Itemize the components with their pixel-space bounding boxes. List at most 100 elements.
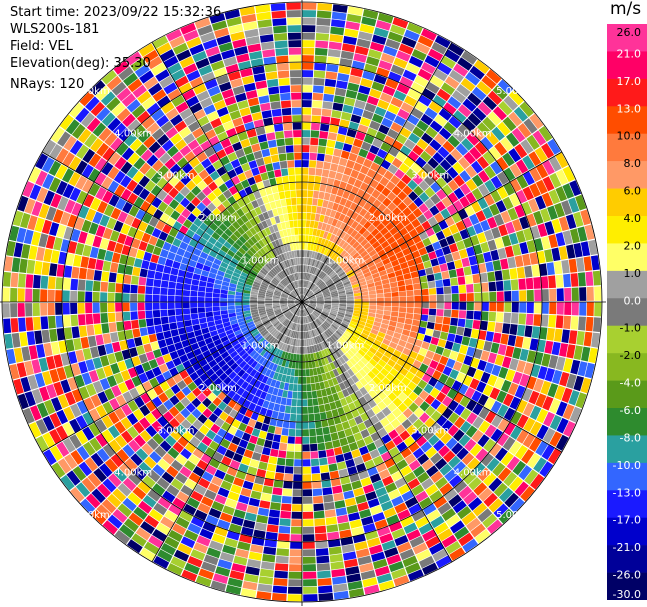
velocity-gate (115, 302, 123, 312)
velocity-gate (235, 250, 244, 258)
velocity-gate (573, 375, 584, 392)
velocity-gate (426, 274, 435, 282)
velocity-gate (233, 365, 242, 374)
velocity-gate (275, 48, 289, 56)
velocity-gate (96, 367, 106, 380)
velocity-gate (422, 163, 434, 175)
velocity-gate (323, 291, 330, 295)
velocity-gate (271, 318, 278, 324)
velocity-gate (236, 314, 244, 320)
velocity-gate (534, 289, 542, 302)
velocity-gate (10, 272, 19, 288)
velocity-gate (454, 259, 463, 269)
velocity-gate (167, 295, 175, 302)
velocity-gate (502, 436, 516, 451)
velocity-gate (250, 291, 258, 295)
velocity-gate (381, 187, 391, 197)
velocity-gate (49, 222, 60, 236)
velocity-gate (191, 397, 202, 408)
velocity-gate (443, 102, 457, 115)
velocity-gate (515, 189, 528, 204)
velocity-gate (133, 421, 145, 434)
velocity-gate (391, 470, 403, 482)
velocity-gate (143, 135, 156, 149)
velocity-gate (152, 302, 160, 310)
velocity-gate (462, 118, 476, 132)
velocity-gate (315, 336, 321, 344)
velocity-gate (237, 317, 245, 323)
velocity-gate (339, 529, 352, 539)
velocity-gate (401, 419, 412, 430)
velocity-gate (502, 393, 514, 407)
velocity-gate (332, 202, 339, 211)
velocity-gate (251, 537, 265, 546)
velocity-gate (450, 317, 458, 326)
velocity-gate (290, 338, 295, 346)
velocity-gate (258, 309, 266, 314)
velocity-gate (273, 372, 279, 380)
velocity-gate (311, 322, 316, 329)
velocity-gate (69, 434, 82, 449)
colorbar-tick-label: 1.0 (624, 267, 642, 280)
velocity-gate (480, 219, 491, 232)
velocity-gate (306, 308, 311, 314)
velocity-gate (358, 335, 367, 343)
velocity-gate (327, 317, 334, 322)
velocity-gate (250, 235, 258, 244)
velocity-gate (341, 276, 349, 282)
velocity-gate (330, 26, 345, 36)
velocity-gate (282, 292, 289, 296)
velocity-gate (231, 516, 244, 526)
velocity-gate (152, 159, 164, 172)
velocity-gate (307, 291, 313, 297)
velocity-gate (117, 263, 126, 274)
velocity-gate (458, 466, 472, 480)
velocity-gate (236, 378, 245, 387)
velocity-gate (100, 355, 110, 367)
velocity-gate (437, 255, 447, 265)
velocity-gate (144, 456, 157, 469)
velocity-gate (288, 213, 293, 221)
velocity-gate (276, 286, 284, 291)
velocity-gate (346, 386, 355, 395)
velocity-gate (425, 328, 434, 337)
velocity-gate (465, 178, 478, 191)
velocity-gate (548, 156, 562, 172)
velocity-gate (178, 126, 191, 139)
velocity-gate (212, 187, 223, 198)
velocity-gate (106, 375, 117, 388)
velocity-gate (46, 356, 56, 370)
velocity-gate (257, 324, 265, 331)
velocity-gate (269, 260, 276, 267)
velocity-gate (286, 285, 292, 292)
velocity-gate (367, 224, 376, 233)
velocity-gate (405, 238, 415, 248)
velocity-gate (152, 287, 161, 295)
velocity-gate (483, 438, 496, 452)
velocity-gate (554, 385, 566, 401)
velocity-gate (400, 465, 412, 477)
velocity-gate (250, 257, 258, 265)
velocity-gate (346, 306, 354, 310)
velocity-gate (425, 267, 434, 275)
velocity-gate (303, 571, 317, 579)
velocity-gate (165, 108, 179, 120)
velocity-gate (289, 556, 302, 564)
velocity-gate (563, 358, 573, 373)
velocity-gate (584, 224, 595, 240)
velocity-gate (407, 336, 416, 345)
velocity-gate (98, 127, 112, 142)
velocity-gate (300, 302, 302, 309)
velocity-gate (292, 496, 302, 504)
velocity-gate (302, 257, 305, 265)
velocity-gate (435, 427, 447, 439)
velocity-gate (167, 447, 180, 459)
velocity-gate (320, 284, 327, 290)
velocity-gate (468, 255, 478, 266)
velocity-gate (334, 279, 342, 285)
velocity-gate (75, 430, 89, 445)
velocity-gate (260, 315, 268, 321)
velocity-gate (204, 259, 213, 268)
velocity-gate (543, 411, 555, 427)
velocity-gate (376, 305, 384, 311)
